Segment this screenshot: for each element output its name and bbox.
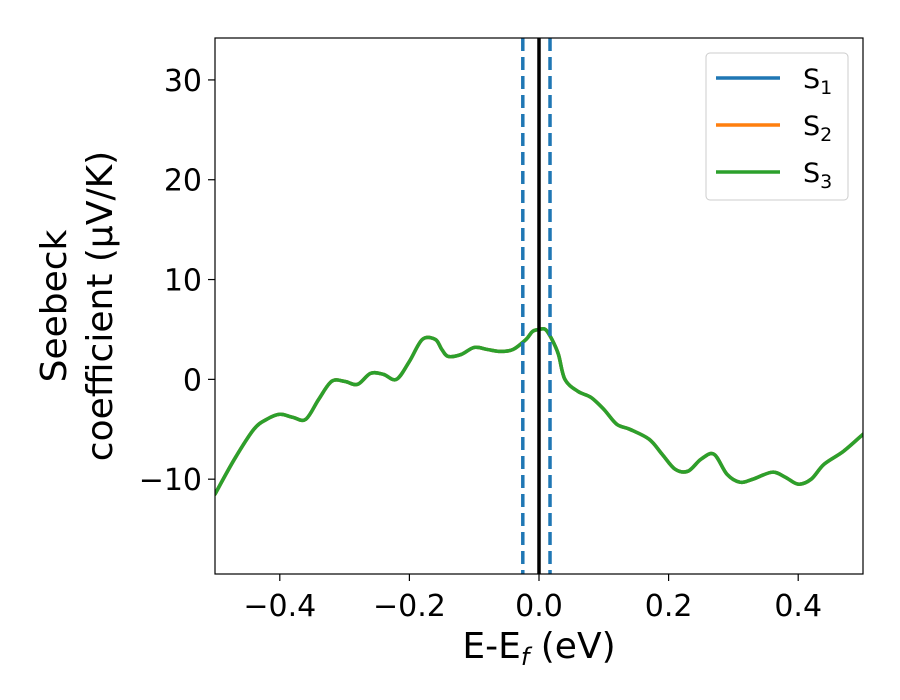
y-axis-ticks: −10 0 10 20 30 [139, 64, 215, 498]
y-axis-label-line1: Seebeck [34, 229, 75, 382]
y-tick-label: 10 [164, 264, 202, 299]
x-tick-label: −0.2 [373, 589, 446, 624]
legend-label-s2: S2 [803, 111, 832, 146]
y-axis-label-line2: coefficient (μV/K) [80, 151, 121, 461]
x-tick-label: 0.4 [774, 589, 822, 624]
legend-items: S1 S2 S3 [716, 64, 832, 193]
y-tick-label: 20 [164, 164, 202, 199]
x-tick-label: 0.0 [515, 589, 563, 624]
series-line-s3 [215, 326, 863, 496]
y-tick-label: 0 [183, 363, 202, 398]
legend-label-s1: S1 [803, 64, 832, 99]
x-axis-ticks: −0.4 −0.2 0.0 0.2 0.4 [243, 574, 822, 624]
y-tick-label: 30 [164, 64, 202, 99]
x-axis-label: E-Ef (eV) [462, 626, 615, 671]
x-tick-label: −0.4 [243, 589, 316, 624]
series-layer [215, 326, 863, 496]
legend-label-s3: S3 [803, 158, 832, 193]
vertical-lines [521, 38, 552, 574]
x-tick-label: 0.2 [645, 589, 693, 624]
y-tick-label: −10 [139, 463, 202, 498]
y-axis-label: Seebeck coefficient (μV/K) [34, 151, 121, 461]
legend: S1 S2 S3 [705, 52, 849, 201]
